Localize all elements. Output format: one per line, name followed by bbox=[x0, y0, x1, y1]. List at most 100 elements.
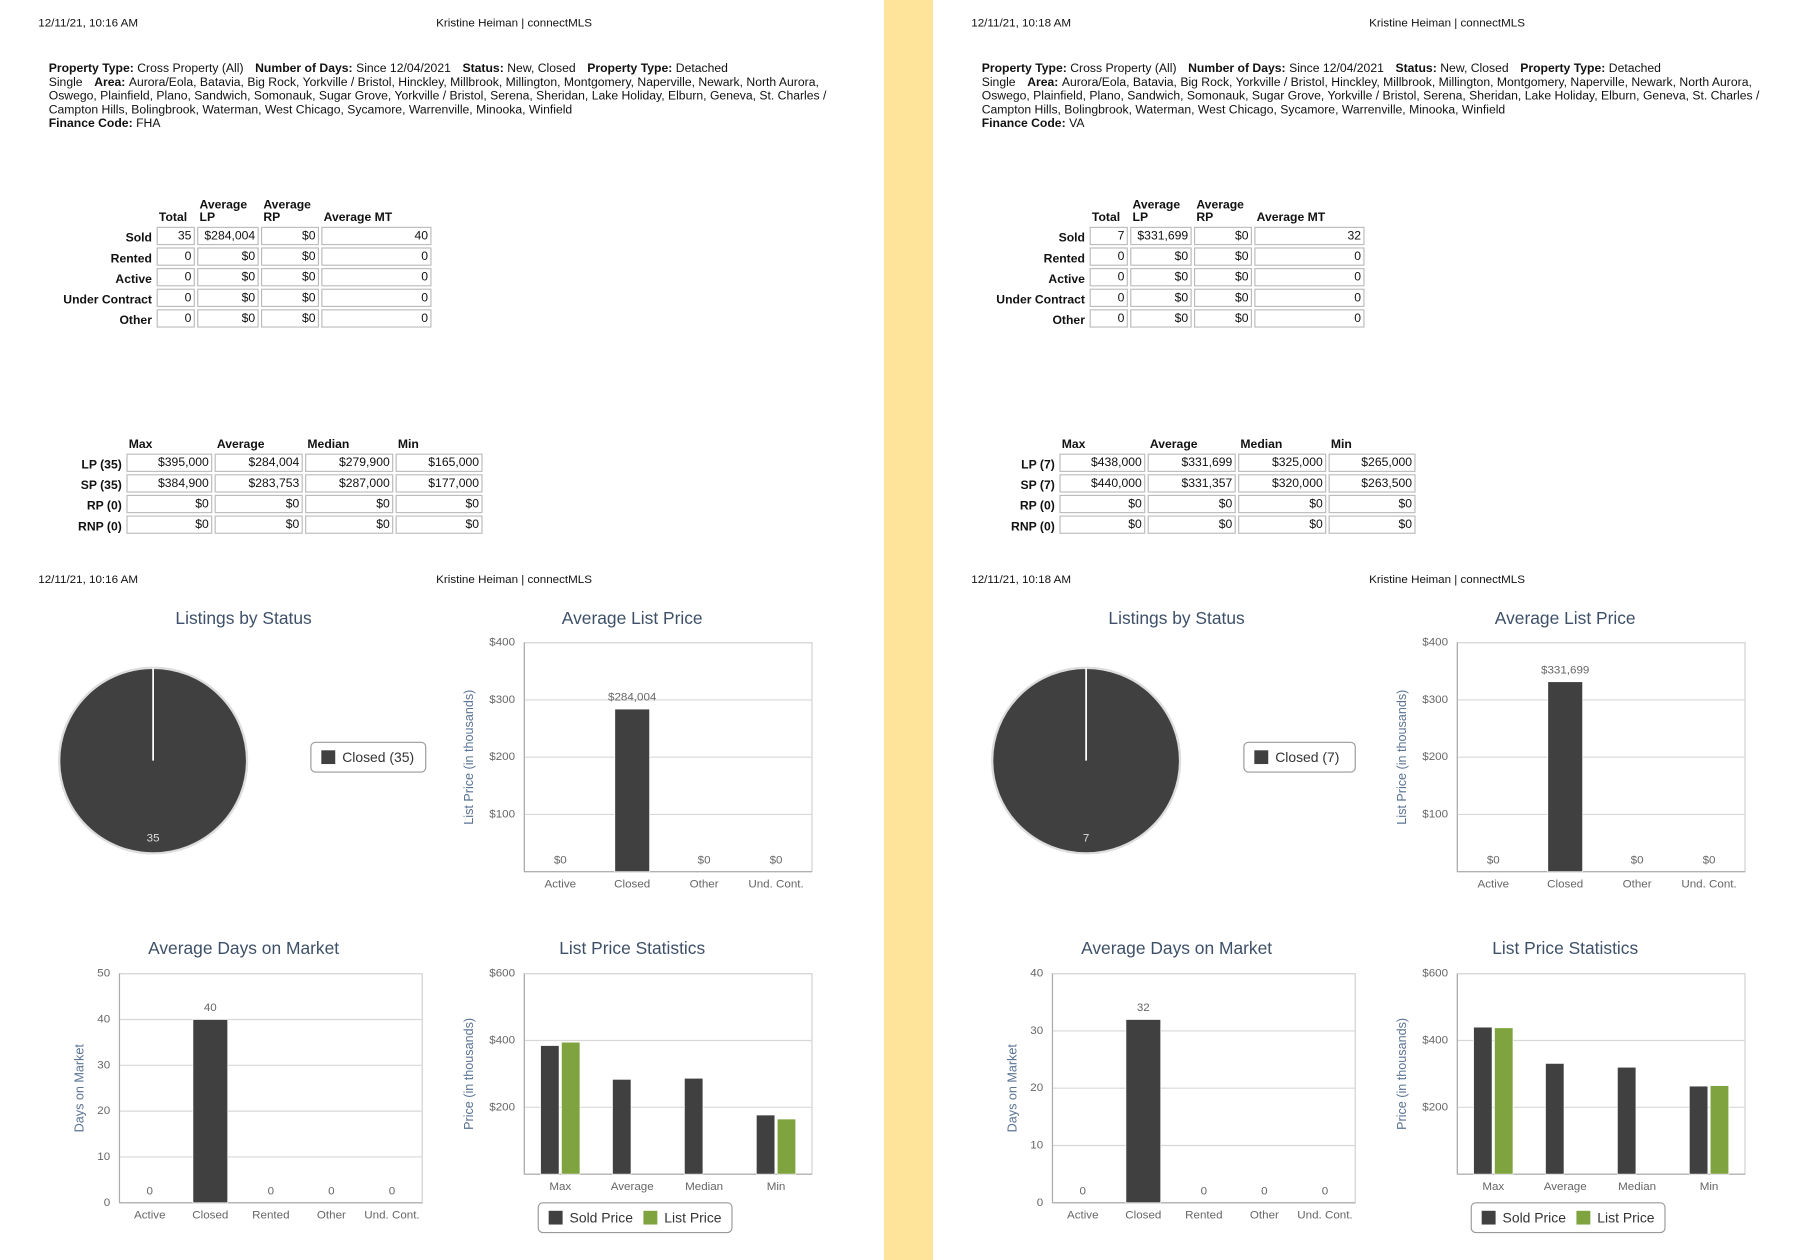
bar bbox=[1617, 1066, 1637, 1175]
timestamp: 12/11/21, 10:16 AM bbox=[38, 17, 139, 30]
chart-title: Average Days on Market bbox=[148, 938, 339, 958]
value-label: $0 bbox=[1631, 854, 1644, 866]
legend: Closed (7) bbox=[1243, 741, 1356, 773]
criteria-label: Area: bbox=[1027, 75, 1059, 90]
y-tick-label: 10 bbox=[1030, 1140, 1043, 1152]
header-row: Total Average LP Average RP Average MT bbox=[979, 199, 1364, 224]
bar bbox=[192, 1019, 229, 1204]
value-label: 0 bbox=[1080, 1185, 1086, 1197]
y-tick-label: 50 bbox=[97, 968, 110, 980]
search-criteria: Property Type: Cross Property (All) Number… bbox=[982, 62, 1782, 131]
column-header: Average LP bbox=[1132, 198, 1181, 225]
bar bbox=[612, 1078, 632, 1175]
x-tick-label: Rented bbox=[1185, 1209, 1222, 1221]
column-header: Average RP bbox=[263, 198, 311, 225]
y-tick-label: 20 bbox=[1030, 1082, 1043, 1094]
legend: Sold Price List Price bbox=[1470, 1202, 1666, 1234]
row-label: Other bbox=[119, 313, 152, 328]
value-label: 0 bbox=[389, 1185, 395, 1197]
chart-title: Average Days on Market bbox=[1081, 938, 1272, 958]
row-label: RP (0) bbox=[1019, 499, 1055, 514]
pie-value-label: 35 bbox=[147, 833, 160, 845]
x-tick-label: Active bbox=[545, 878, 577, 890]
column-header: Median bbox=[307, 437, 350, 452]
cell: $0 bbox=[126, 494, 213, 514]
table-row: SP (7) $440,000 $331,357 $320,000 $263,500 bbox=[997, 474, 1416, 493]
cell: $0 bbox=[126, 515, 213, 534]
cell: $0 bbox=[305, 494, 394, 514]
cell: $384,900 bbox=[126, 474, 213, 493]
cell: $325,000 bbox=[1238, 453, 1327, 472]
x-tick-label: Min bbox=[1700, 1181, 1719, 1193]
table-row: SP (35) $384,900 $283,753 $287,000 $177,000 bbox=[64, 474, 483, 493]
cell: $0 bbox=[395, 515, 483, 534]
user-name: Kristine Heiman | connectMLS bbox=[436, 573, 592, 587]
cell: $0 bbox=[1238, 494, 1327, 514]
table-body: Sold 35 $284,004 $0 40 Rented 0 $0 $0 0 Active 0 $0 $… bbox=[46, 226, 432, 328]
data-table: Max Average Median Min LP (35) $395,000 $284,0… bbox=[61, 436, 484, 536]
user-name: Kristine Heiman | connectMLS bbox=[1369, 573, 1525, 587]
report-page: 12/11/21, 10:16 AM Kristine Heiman | conn… bbox=[0, 0, 884, 1260]
y-tick-label: 40 bbox=[1030, 968, 1043, 980]
y-tick-label: 10 bbox=[97, 1151, 110, 1163]
table-row: Sold 7 $331,699 $0 32 bbox=[979, 226, 1365, 246]
y-tick-label: $200 bbox=[1422, 751, 1448, 763]
cell: $0 bbox=[214, 494, 303, 514]
bar bbox=[1709, 1085, 1730, 1175]
cell: $395,000 bbox=[126, 453, 213, 472]
data-table: Total Average LP Average RP Average MT Sold 7… bbox=[977, 197, 1367, 330]
x-tick-label: Closed bbox=[614, 878, 650, 890]
plot-frame bbox=[118, 973, 423, 1204]
legend-label: Sold Price bbox=[570, 1210, 634, 1226]
x-tick-label: Und. Cont. bbox=[364, 1209, 419, 1221]
criteria-value: Cross Property (All) bbox=[1070, 61, 1177, 76]
y-tick-label: $100 bbox=[1422, 809, 1448, 821]
page-content: 12/11/21, 10:18 AM Kristine Heiman | conn… bbox=[933, 0, 1800, 1260]
criteria-label: Property Type: bbox=[48, 61, 134, 76]
legend-box bbox=[1470, 1202, 1666, 1234]
cell: 0 bbox=[1089, 309, 1128, 328]
legend-swatch bbox=[1254, 750, 1269, 765]
cell: 0 bbox=[1254, 268, 1365, 287]
x-tick-label: Max bbox=[1482, 1181, 1504, 1193]
x-tick-label: Closed bbox=[1547, 878, 1583, 890]
value-label: $284,004 bbox=[608, 692, 657, 704]
legend-label: List Price bbox=[664, 1210, 722, 1226]
timestamp: 12/11/21, 10:18 AM bbox=[971, 573, 1072, 587]
value-label: $0 bbox=[1487, 854, 1500, 866]
criteria-label: Finance Code: bbox=[981, 116, 1066, 131]
cell: $0 bbox=[214, 515, 303, 534]
chart-title: List Price Statistics bbox=[559, 938, 705, 958]
value-label: 0 bbox=[1322, 1185, 1328, 1197]
value-label: $331,699 bbox=[1541, 664, 1589, 676]
x-tick-label: Active bbox=[134, 1209, 166, 1221]
x-tick-label: Other bbox=[1250, 1209, 1279, 1221]
cell: $0 bbox=[261, 309, 319, 328]
timestamp: 12/11/21, 10:16 AM bbox=[38, 573, 139, 587]
column-header: Median bbox=[1240, 437, 1283, 452]
bar bbox=[561, 1041, 581, 1175]
column-header: Average MT bbox=[1256, 210, 1326, 225]
cell: $165,000 bbox=[395, 453, 483, 472]
value-label: $0 bbox=[698, 854, 711, 866]
cell: $331,699 bbox=[1147, 453, 1236, 472]
value-label: 0 bbox=[328, 1185, 334, 1197]
y-axis-label: Price (in thousands) bbox=[1395, 1018, 1409, 1130]
legend-swatch bbox=[1576, 1210, 1591, 1225]
value-label: 0 bbox=[268, 1185, 274, 1197]
bar bbox=[776, 1118, 797, 1175]
table-body: LP (7) $438,000 $331,699 $325,000 $265,000 SP… bbox=[997, 453, 1416, 534]
criteria-label: Area: bbox=[94, 75, 126, 90]
cell: $0 bbox=[197, 247, 259, 266]
x-tick-label: Und. Cont. bbox=[1681, 878, 1736, 890]
cell: 0 bbox=[1254, 288, 1365, 307]
criteria-value: VA bbox=[1069, 116, 1085, 131]
cell: $0 bbox=[261, 268, 319, 287]
criteria-label: Property Type: bbox=[587, 61, 673, 76]
cell: 35 bbox=[156, 226, 195, 246]
column-header: Max bbox=[1061, 437, 1086, 452]
cell: 0 bbox=[1254, 309, 1365, 328]
cell: $0 bbox=[261, 226, 319, 246]
criteria-label: Property Type: bbox=[1520, 61, 1606, 76]
